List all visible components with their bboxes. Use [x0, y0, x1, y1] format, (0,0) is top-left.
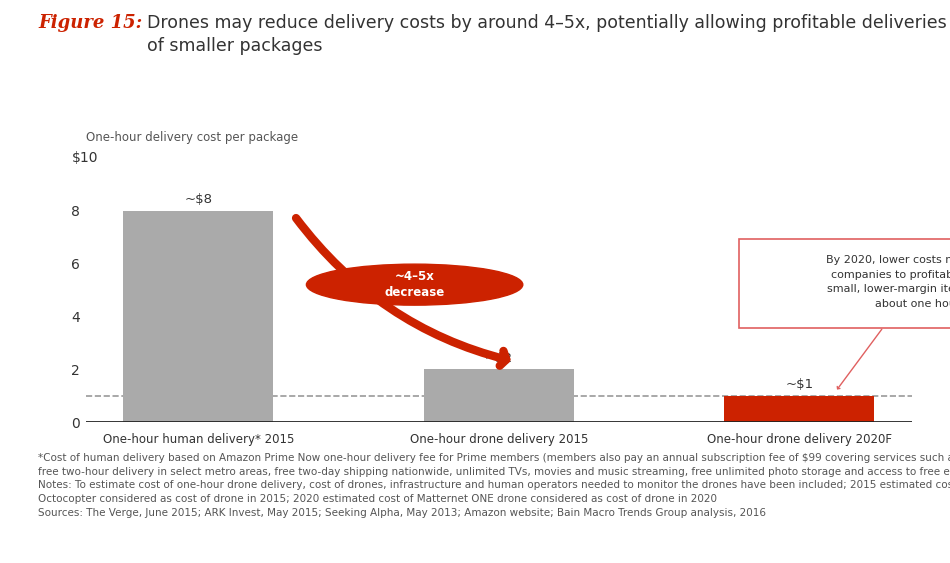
Text: *Cost of human delivery based on Amazon Prime Now one-hour delivery fee for Prim: *Cost of human delivery based on Amazon …: [38, 453, 950, 517]
Ellipse shape: [307, 264, 522, 305]
FancyBboxPatch shape: [739, 239, 950, 328]
Bar: [124, 211, 274, 422]
Text: Drones may reduce delivery costs by around 4–5x, potentially allowing profitable: Drones may reduce delivery costs by arou…: [147, 14, 947, 55]
Text: ~$2: ~$2: [484, 351, 513, 365]
Bar: [724, 396, 874, 422]
Text: By 2020, lower costs may enable
companies to profitably deliver
small, lower-mar: By 2020, lower costs may enable companie…: [826, 256, 950, 309]
Text: ~$1: ~$1: [786, 378, 813, 391]
Bar: [424, 369, 574, 422]
Text: ~$8: ~$8: [184, 193, 212, 206]
Text: One-hour delivery cost per package: One-hour delivery cost per package: [86, 131, 297, 144]
Text: ~4–5x
decrease: ~4–5x decrease: [385, 270, 445, 299]
Text: $10: $10: [72, 151, 99, 164]
Text: Figure 15:: Figure 15:: [38, 14, 148, 32]
